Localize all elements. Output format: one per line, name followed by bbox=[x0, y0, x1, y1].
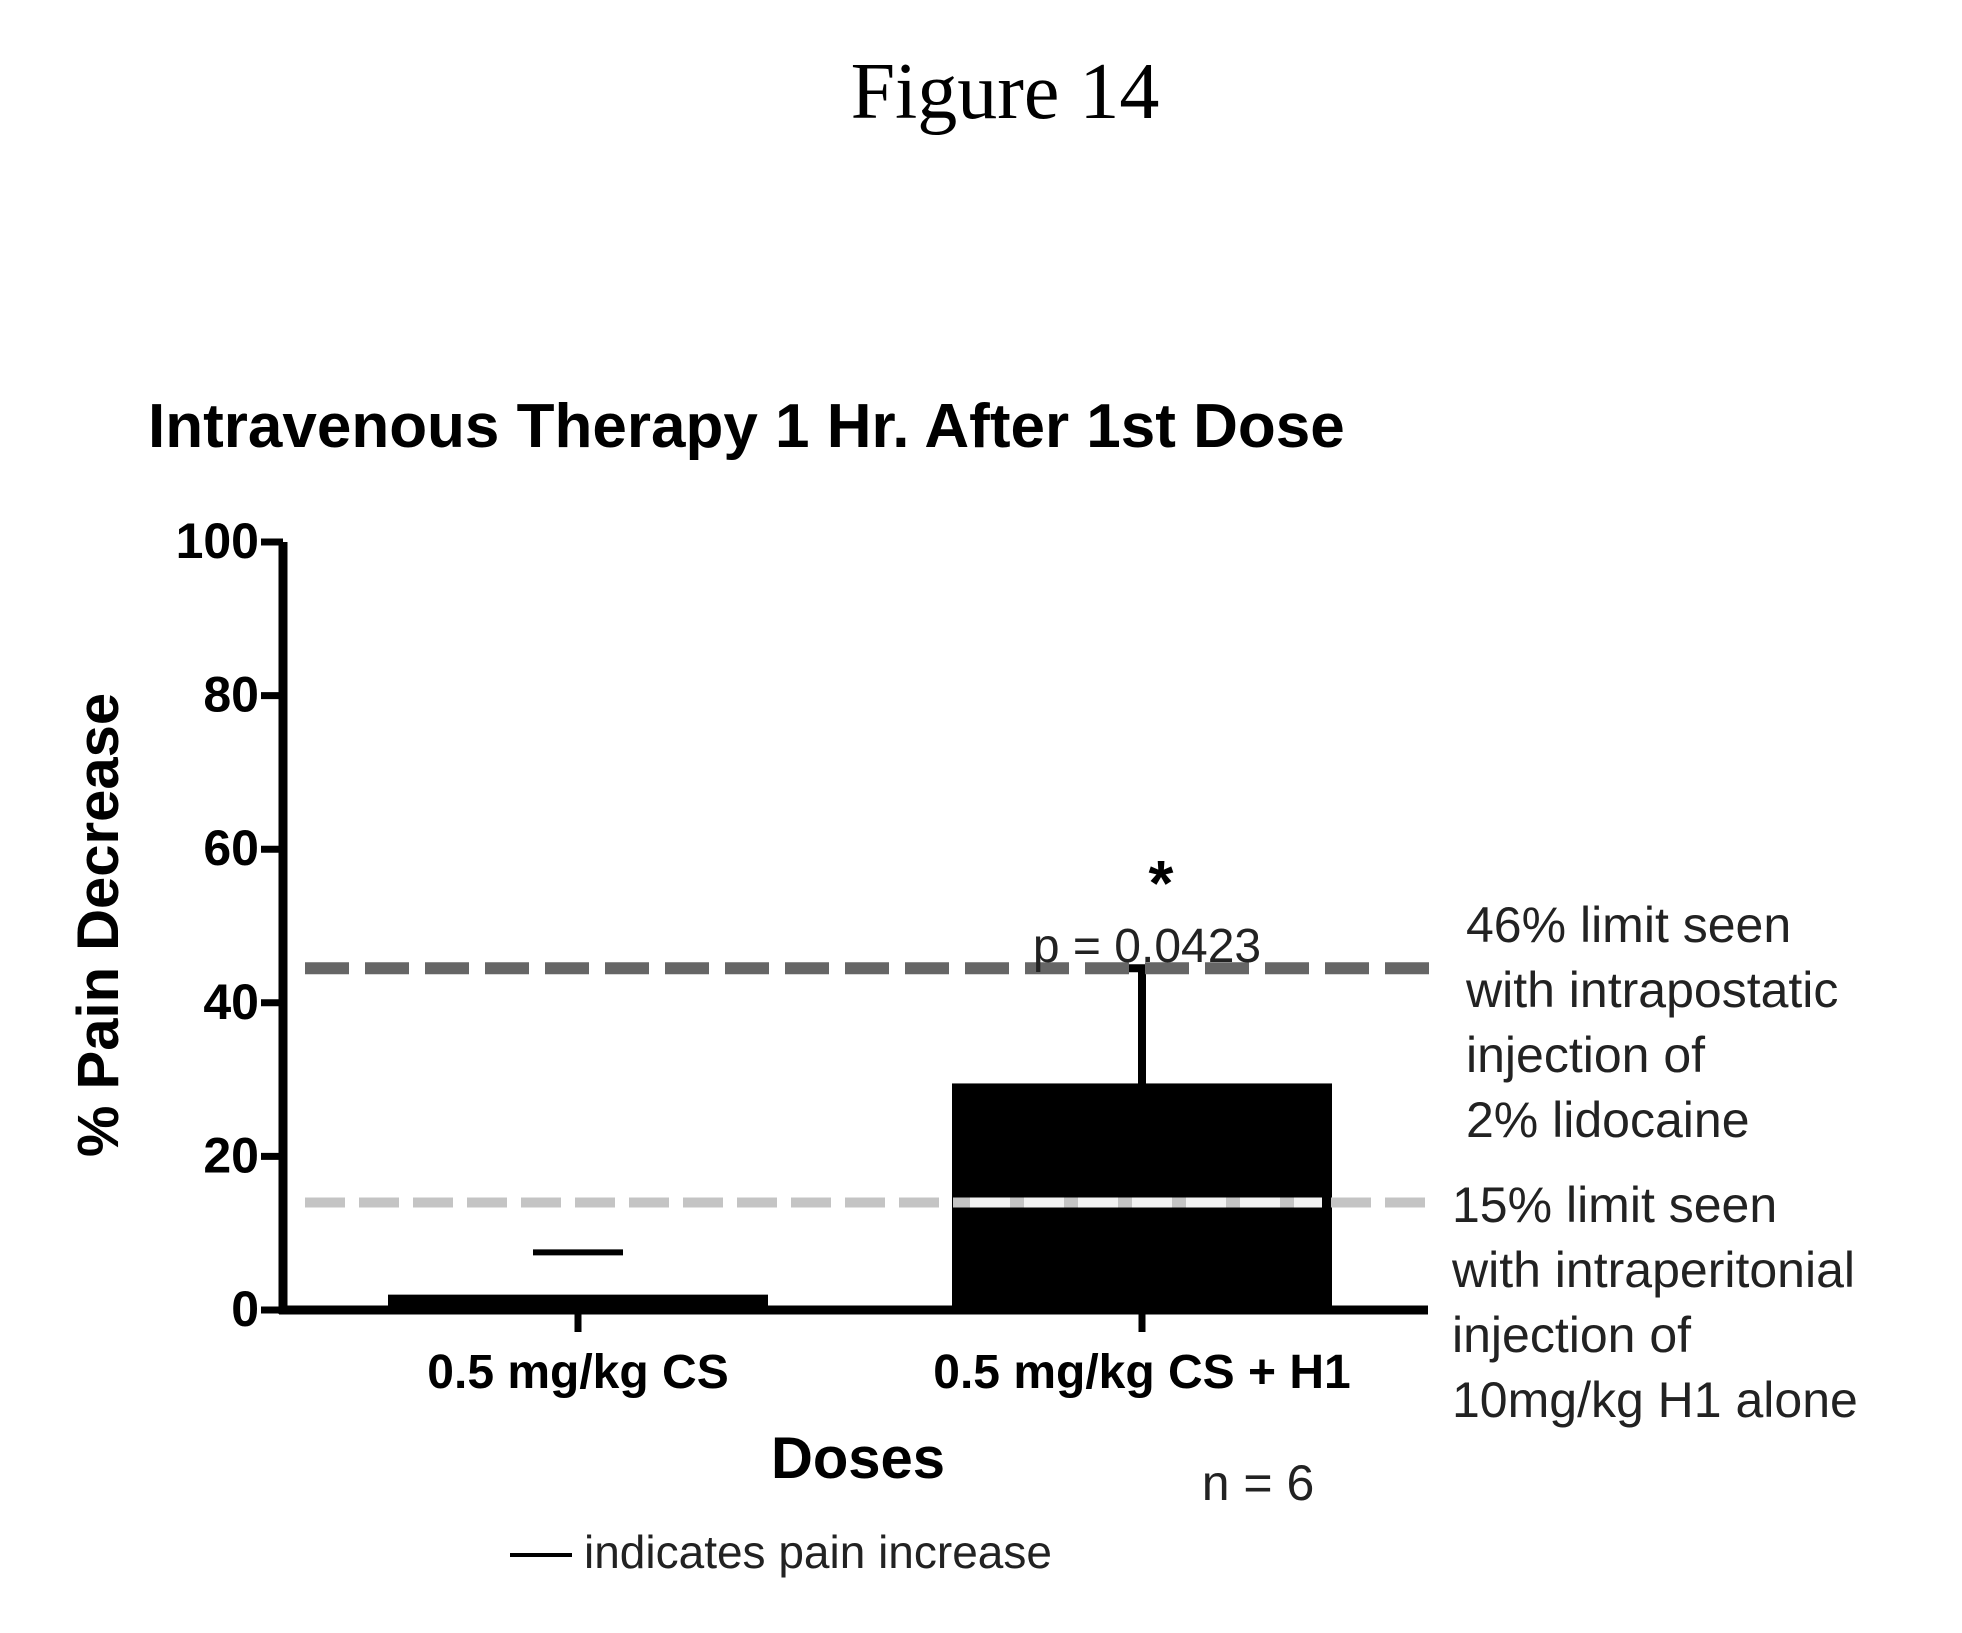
x-tick-label: 0.5 mg/kg CS + H1 bbox=[933, 1346, 1351, 1399]
x-tick-label: 0.5 mg/kg CS bbox=[427, 1346, 728, 1399]
reference-line-label: 15% limit seen bbox=[1452, 1177, 1777, 1233]
p-value-label: p = 0.0423 bbox=[1033, 920, 1261, 973]
sample-size-label: n = 6 bbox=[1202, 1455, 1315, 1511]
reference-line-label: 2% lidocaine bbox=[1466, 1092, 1750, 1148]
chart-title: Intravenous Therapy 1 Hr. After 1st Dose bbox=[148, 392, 1345, 461]
y-tick-label: 0 bbox=[231, 1281, 259, 1337]
y-tick-label: 40 bbox=[203, 974, 259, 1030]
reference-line-label: with intrapostatic bbox=[1465, 962, 1838, 1018]
significance-star: * bbox=[1149, 847, 1174, 919]
reference-line-label: injection of bbox=[1452, 1307, 1691, 1363]
reference-line-label: 10mg/kg H1 alone bbox=[1452, 1372, 1858, 1428]
y-tick-label: 60 bbox=[203, 820, 259, 876]
bar-chart: 0 20 40 60 80 100 % Pain Decrease 0.5 mg/kg CS 0… bbox=[66, 513, 1858, 1578]
y-tick-label: 100 bbox=[176, 513, 259, 569]
bar bbox=[952, 1083, 1332, 1310]
y-axis-title: % Pain Decrease bbox=[66, 693, 131, 1157]
reference-line-label: 46% limit seen bbox=[1466, 897, 1791, 953]
x-axis-title: Doses bbox=[771, 1426, 945, 1491]
legend-note-text: indicates pain increase bbox=[584, 1526, 1052, 1578]
y-tick-label: 80 bbox=[203, 667, 259, 723]
reference-line-label: injection of bbox=[1466, 1027, 1705, 1083]
reference-line-label: with intraperitonial bbox=[1451, 1242, 1855, 1298]
figure-label: Figure 14 bbox=[851, 48, 1160, 136]
y-tick-label: 20 bbox=[203, 1127, 259, 1183]
